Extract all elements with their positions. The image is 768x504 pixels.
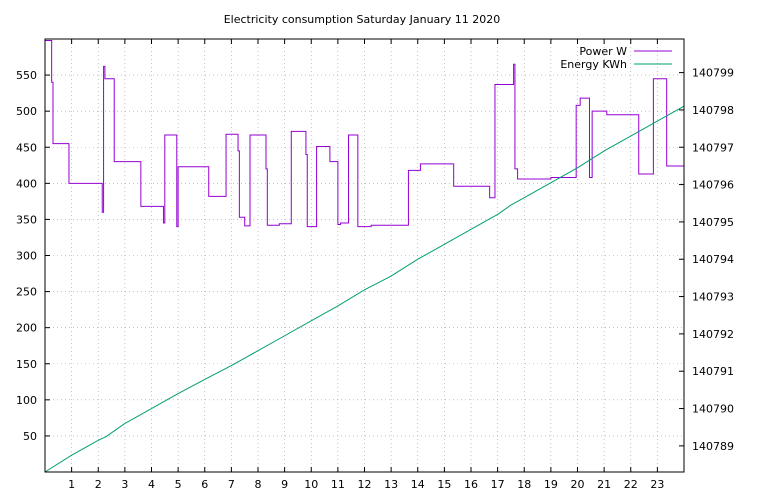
y-tick-label: 400 [16, 177, 37, 190]
y2-tick-label: 140797 [692, 141, 734, 154]
series-line-power [45, 39, 684, 228]
x-tick-label: 19 [544, 478, 558, 491]
y2-tick-label: 140793 [692, 291, 734, 304]
y-tick-label: 500 [16, 105, 37, 118]
x-tick-label: 23 [650, 478, 664, 491]
y-tick-label: 200 [16, 322, 37, 335]
y-tick-label: 550 [16, 69, 37, 82]
legend-label-power: Power W [579, 45, 627, 58]
x-tick-label: 13 [384, 478, 398, 491]
x-tick-label: 15 [437, 478, 451, 491]
y-tick-label: 350 [16, 213, 37, 226]
x-tick-label: 14 [411, 478, 425, 491]
legend-label-energy: Energy KWh [560, 58, 627, 71]
x-tick-label: 4 [148, 478, 155, 491]
y-tick-label: 300 [16, 250, 37, 263]
x-tick-label: 6 [201, 478, 208, 491]
x-tick-label: 18 [517, 478, 531, 491]
y2-tick-label: 140794 [692, 253, 734, 266]
y-tick-label: 250 [16, 286, 37, 299]
x-tick-label: 12 [358, 478, 372, 491]
y-tick-label: 100 [16, 394, 37, 407]
tick-layer: 1 2 3 4 5 6 7 8 9 10 11 12 13 14 15 16 17 18 19 20 21 22 23501… [16, 39, 734, 491]
y2-tick-label: 140790 [692, 403, 734, 416]
y2-tick-label: 140795 [692, 216, 734, 229]
x-tick-label: 16 [464, 478, 478, 491]
x-tick-label: 7 [228, 478, 235, 491]
y-tick-label: 150 [16, 358, 37, 371]
chart-title: Electricity consumption Saturday January… [224, 13, 501, 26]
x-tick-label: 10 [304, 478, 318, 491]
series-line-energy [44, 105, 685, 473]
y2-tick-label: 140792 [692, 328, 734, 341]
y2-tick-label: 140798 [692, 104, 734, 117]
grid-layer [45, 39, 684, 472]
legend: Power W Energy KWh [560, 45, 672, 71]
y2-tick-label: 140796 [692, 179, 734, 192]
series-layer [44, 39, 685, 473]
x-tick-label: 8 [255, 478, 262, 491]
x-tick-label: 9 [281, 478, 288, 491]
x-tick-label: 3 [121, 478, 128, 491]
x-tick-label: 1 [68, 478, 75, 491]
x-tick-label: 5 [175, 478, 182, 491]
x-tick-label: 21 [597, 478, 611, 491]
x-tick-label: 11 [331, 478, 345, 491]
y2-tick-label: 140789 [692, 440, 734, 453]
x-tick-label: 17 [491, 478, 505, 491]
y2-tick-label: 140791 [692, 365, 734, 378]
x-tick-label: 2 [95, 478, 102, 491]
x-tick-label: 20 [571, 478, 585, 491]
y-tick-label: 50 [23, 430, 37, 443]
y2-tick-label: 140799 [692, 67, 734, 80]
y-tick-label: 450 [16, 141, 37, 154]
x-tick-label: 22 [624, 478, 638, 491]
